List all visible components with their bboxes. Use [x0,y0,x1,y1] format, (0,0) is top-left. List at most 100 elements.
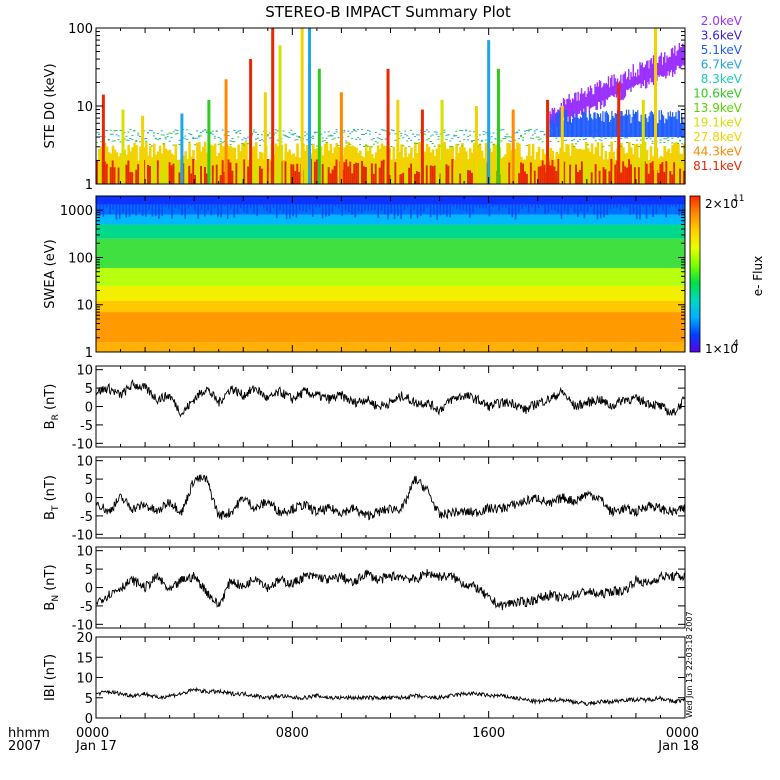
data-bar [469,148,472,184]
data-bar [437,144,441,184]
heatmap-texture [308,196,311,209]
data-bar [335,159,339,184]
data-line [95,569,686,611]
heatmap-texture [649,196,651,208]
data-bar [243,159,246,184]
data-bar [402,157,405,184]
heatmap-texture [665,196,667,218]
heatmap-texture [603,196,605,218]
y-axis-label: IBI (nT) [43,654,58,701]
data-bar [345,159,348,184]
heatmap-texture [406,196,409,208]
heatmap-texture [174,196,177,209]
heatmap-texture [341,196,344,216]
data-bar [162,171,166,184]
y-tick-label: 10 [76,364,93,379]
data-bar [588,161,592,184]
heatmap-texture [187,196,190,209]
heatmap-texture [194,196,196,212]
heatmap-texture [148,196,150,211]
data-bar [298,172,301,184]
data-bar [149,145,152,184]
data-bar [431,166,435,184]
heatmap-texture [433,196,435,216]
data-bar [361,161,364,184]
heatmap-texture [357,196,360,212]
data-bar [337,167,341,184]
data-bar [372,158,376,184]
data-bar [423,161,427,184]
heatmap-texture [184,196,186,219]
data-bar [592,168,596,184]
data-bar [137,164,140,184]
data-bar [482,167,486,184]
data-bar [280,161,284,184]
data-bar [455,174,458,184]
heatmap-texture [207,196,209,211]
data-bar [425,143,429,184]
heatmap-texture [354,196,357,218]
y-tick-label: -10 [72,437,93,452]
data-bar [525,173,529,184]
data-bar [633,167,637,184]
data-bar [661,162,665,184]
data-bar [388,147,392,184]
data-bar [105,163,109,184]
data-bar [286,165,290,184]
data-bar [186,170,189,184]
data-bar [219,142,223,184]
data-bar [294,171,297,184]
data-bar [484,160,488,184]
heatmap-texture [164,196,167,208]
heatmap-texture [347,196,350,212]
heatmap-texture [452,196,455,208]
data-bar [129,151,132,184]
data-bar [241,143,244,184]
data-bar [292,164,295,184]
data-bar [253,167,256,184]
data-bar [416,153,419,184]
data-bar [639,160,643,184]
data-line [95,378,686,418]
data-bar [188,142,191,184]
heatmap-texture [662,196,664,211]
data-bar [333,147,337,184]
heatmap-texture [158,196,160,219]
heatmap-texture [465,196,468,212]
data-bar [131,172,134,184]
data-bar [329,173,333,184]
legend-entry: 3.6keV [701,29,743,43]
data-bar [525,155,529,184]
data-bar [679,168,682,184]
data-bar [198,161,201,184]
data-bar [211,165,215,184]
y-tick-label: -5 [80,600,93,615]
y-axis-label-unit: (nT) [43,654,58,684]
heatmap-texture [639,196,641,220]
data-bar [429,165,433,184]
data-bar [461,170,464,184]
data-spike [511,109,515,184]
data-bar [188,165,191,184]
data-spike [101,94,105,184]
data-bar [569,164,572,184]
data-spike [386,68,390,184]
data-bar [398,151,401,184]
heatmap-texture [671,196,674,207]
data-spike [180,113,184,184]
data-bar [131,147,134,184]
data-bar [651,161,655,184]
heatmap-texture [109,196,111,215]
data-bar [170,165,174,184]
data-bar [608,171,611,184]
data-bar [331,153,335,184]
data-bar [584,173,588,184]
data-bar [388,174,392,184]
heatmap-texture [141,196,144,216]
data-bar [310,158,313,184]
time-axis-year: 2007 [8,739,41,754]
heatmap-texture [547,196,550,213]
heatmap-texture [292,196,294,217]
heatmap-texture [282,196,285,214]
heatmap-texture [505,196,507,208]
